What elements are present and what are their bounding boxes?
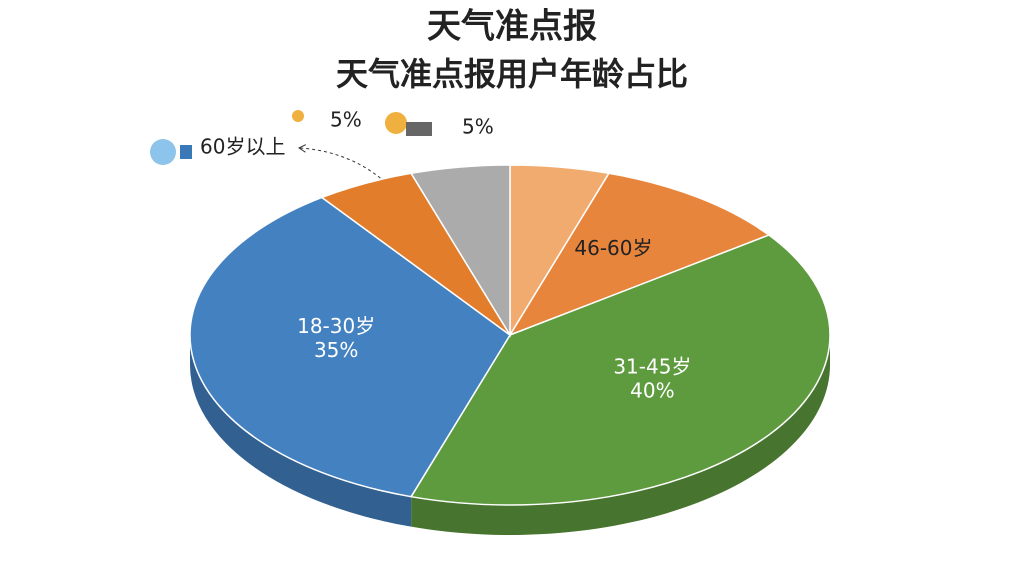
icon <box>406 122 432 136</box>
chart-title: 天气准点报 <box>427 7 597 47</box>
slice-side <box>190 335 412 527</box>
data-label: 31-45岁 <box>613 354 691 378</box>
slice <box>409 164 511 338</box>
data-label: 60岁以上 <box>200 135 285 159</box>
data-label: 18-30岁 <box>297 314 375 338</box>
slice <box>508 172 771 337</box>
leader-line <box>300 148 386 183</box>
data-label: 5% <box>462 115 494 139</box>
data-label: 46-60岁 <box>574 236 652 260</box>
icon <box>150 139 176 165</box>
chart-subtitle: 天气准点报用户年龄占比 <box>336 55 688 93</box>
icon <box>180 145 192 159</box>
data-label: 35% <box>314 338 358 362</box>
icon <box>292 110 304 122</box>
slice <box>409 234 831 506</box>
icon <box>385 112 407 134</box>
slice <box>189 196 512 498</box>
slice-side <box>411 335 830 535</box>
data-label: 40% <box>630 378 674 402</box>
data-label: 5% <box>330 108 362 132</box>
